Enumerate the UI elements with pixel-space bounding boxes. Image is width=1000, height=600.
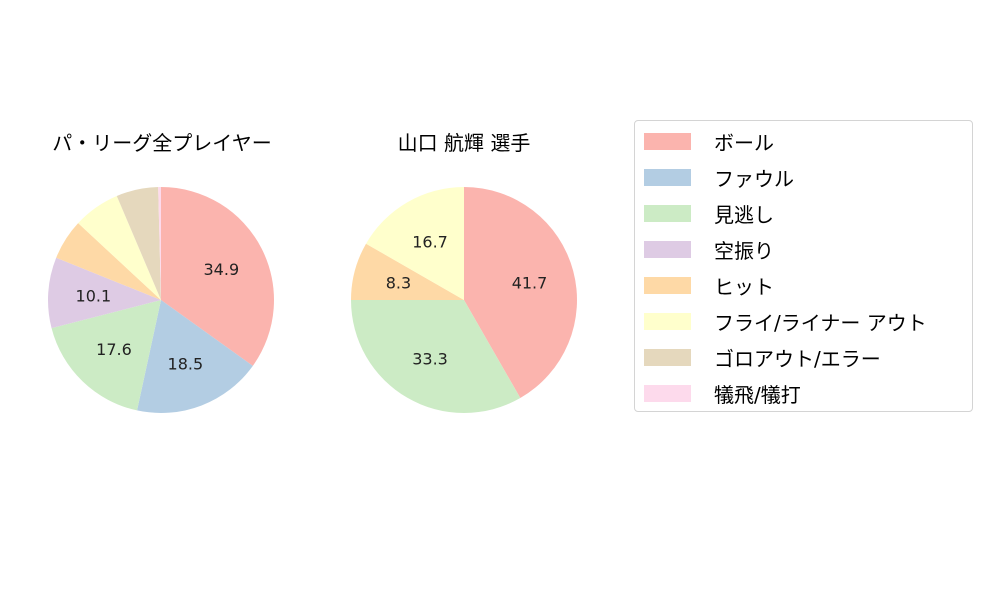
right-pie-chart: 41.7 33.3 8.3 16.7 (350, 187, 578, 413)
pie-slice (51, 300, 161, 411)
legend-swatch (644, 384, 691, 402)
legend: ボール ファウル 見逃し 空振り ヒット フライ/ライナー アウト ゴロアウト/… (634, 120, 973, 412)
slice-label: 34.9 (204, 260, 240, 279)
slice-label: 16.7 (412, 232, 448, 251)
pie-slice (78, 196, 161, 300)
legend-item-called-strike: 見逃し (644, 201, 774, 227)
legend-swatch (644, 168, 691, 186)
legend-item-foul: ファウル (644, 165, 794, 191)
right-chart-title: 山口 航輝 選手 (397, 131, 531, 155)
legend-swatch (644, 276, 691, 294)
legend-swatch (644, 132, 691, 150)
legend-swatch (644, 240, 691, 258)
pie-slice (116, 187, 161, 300)
pie-slice (351, 243, 464, 300)
legend-label: ゴロアウト/エラー (714, 346, 881, 371)
slice-label: 41.7 (512, 274, 548, 293)
pie-slice (56, 223, 161, 300)
slice-label: 18.5 (168, 354, 204, 373)
left-pie-chart: 34.9 18.5 17.6 10.1 (47, 187, 274, 414)
legend-label: 空振り (714, 238, 774, 263)
pie-slice (161, 187, 274, 366)
legend-swatch (644, 204, 691, 222)
legend-item-hit: ヒット (644, 273, 774, 299)
slice-label: 8.3 (386, 274, 411, 293)
legend-item-grounder-error: ゴロアウト/エラー (644, 345, 881, 371)
pie-slice (158, 187, 161, 300)
legend-swatch (644, 312, 691, 330)
slice-label: 33.3 (412, 350, 448, 369)
legend-label: ボール (714, 130, 774, 155)
pie-slice (366, 187, 464, 300)
legend-label: ヒット (714, 274, 774, 299)
pie-slice (47, 257, 161, 329)
legend-label: 見逃し (714, 202, 774, 227)
legend-item-swinging-strike: 空振り (644, 237, 774, 263)
legend-label: 犠飛/犠打 (714, 382, 801, 407)
legend-label: フライ/ライナー アウト (714, 310, 927, 335)
legend-item-fly-liner-out: フライ/ライナー アウト (644, 309, 927, 335)
legend-item-ball: ボール (644, 129, 774, 155)
slice-label: 17.6 (96, 340, 132, 359)
slice-label: 10.1 (76, 287, 112, 306)
legend-label: ファウル (714, 166, 794, 191)
pie-slice (137, 300, 253, 414)
legend-swatch (644, 348, 691, 366)
legend-item-sacrifice: 犠飛/犠打 (644, 381, 801, 407)
pie-slice (464, 187, 578, 398)
left-chart-title: パ・リーグ全プレイヤー (52, 131, 272, 155)
pie-slice (350, 300, 521, 413)
